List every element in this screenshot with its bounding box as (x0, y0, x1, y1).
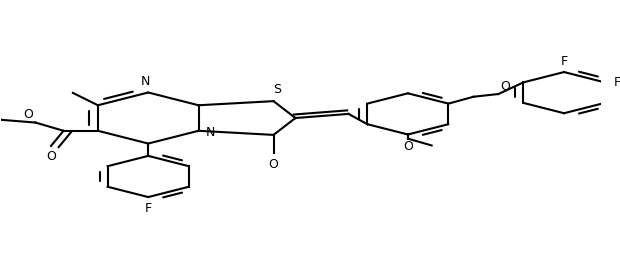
Text: N: N (140, 75, 150, 87)
Text: O: O (500, 80, 510, 93)
Text: O: O (268, 158, 278, 171)
Text: O: O (46, 150, 56, 163)
Text: F: F (614, 76, 620, 89)
Text: F: F (560, 55, 568, 68)
Text: S: S (273, 83, 281, 96)
Text: N: N (206, 126, 215, 140)
Text: O: O (24, 108, 33, 121)
Text: O: O (403, 140, 413, 153)
Text: F: F (144, 202, 152, 215)
